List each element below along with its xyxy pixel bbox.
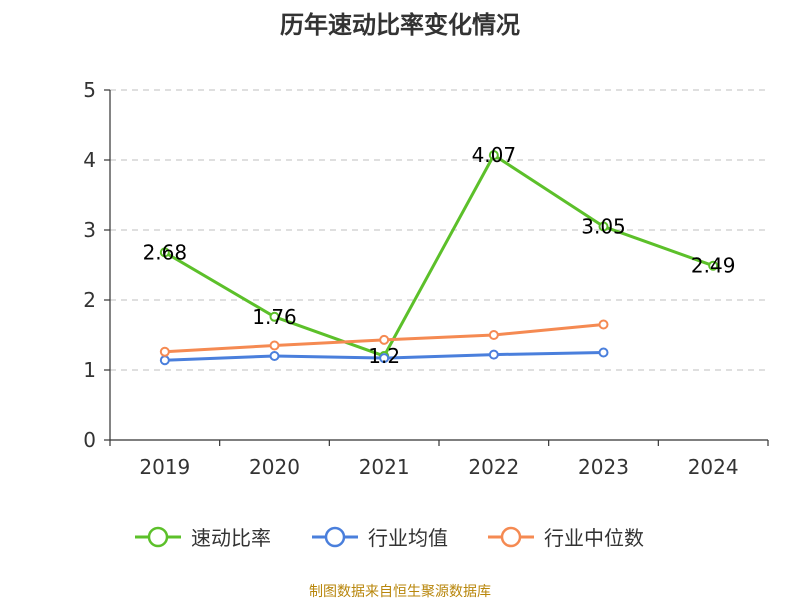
legend-marker-0 [147, 526, 169, 548]
series-line-0 [164, 153, 714, 358]
data-label-2024: 2.49 [691, 254, 736, 278]
series-2-point-2019 [159, 346, 170, 357]
series-0-point-2020 [269, 311, 280, 322]
legend-label-0: 速动比率 [191, 526, 271, 550]
series-2-point-2022 [488, 330, 499, 340]
x-tick-label-2019: 2019 [139, 455, 190, 479]
series-2-point-2021 [379, 334, 390, 345]
y-tick-label-4: 4 [83, 148, 96, 172]
series-layer [159, 150, 719, 366]
data-label-2021: 1.2 [368, 344, 400, 368]
series-0-point-2019 [159, 247, 170, 258]
series-2-point-2023 [598, 319, 609, 330]
y-tick-label-2: 2 [83, 288, 96, 312]
data-label-2023: 3.05 [581, 215, 626, 239]
chart-title: 历年速动比率变化情况 [280, 11, 520, 39]
series-1-point-2021 [379, 353, 390, 364]
x-tick-label-2023: 2023 [578, 455, 629, 479]
y-tick-label-5: 5 [83, 78, 96, 102]
x-tick-label-2020: 2020 [249, 455, 300, 479]
x-tick-label-2022: 2022 [468, 455, 519, 479]
series-1-point-2023 [598, 347, 609, 358]
legend-label-1: 行业均值 [368, 526, 448, 550]
y-tick-label-0: 0 [83, 428, 96, 452]
source-note: 制图数据来自恒生聚源数据库 [309, 584, 491, 600]
series-0-point-2023 [598, 221, 609, 232]
legend: 速动比率 行业均值 行业中位数 [135, 526, 644, 550]
series-1-point-2020 [269, 351, 280, 361]
series-1-point-2022 [488, 349, 499, 360]
data-label-2022: 4.07 [472, 143, 517, 167]
legend-marker-2 [500, 526, 522, 548]
grid [110, 89, 768, 371]
axes: 0 1 2 3 4 5 2019 2020 2021 2022 2023 2024 [83, 78, 769, 479]
series-1-point-2019 [159, 355, 170, 366]
y-tick-label-3: 3 [83, 218, 96, 242]
x-tick-label-2024: 2024 [688, 455, 739, 479]
series-2-point-2020 [269, 340, 280, 351]
series-0-point-2022 [488, 150, 499, 161]
data-label-2020: 1.76 [252, 305, 297, 329]
legend-label-2: 行业中位数 [544, 526, 644, 550]
y-tick-label-1: 1 [83, 358, 96, 382]
data-labels: 2.68 1.76 1.2 4.07 3.05 2.49 [143, 143, 736, 368]
series-0-point-2024 [708, 260, 719, 271]
x-tick-label-2021: 2021 [359, 455, 410, 479]
legend-marker-1 [324, 526, 346, 548]
data-label-2019: 2.68 [143, 240, 188, 264]
